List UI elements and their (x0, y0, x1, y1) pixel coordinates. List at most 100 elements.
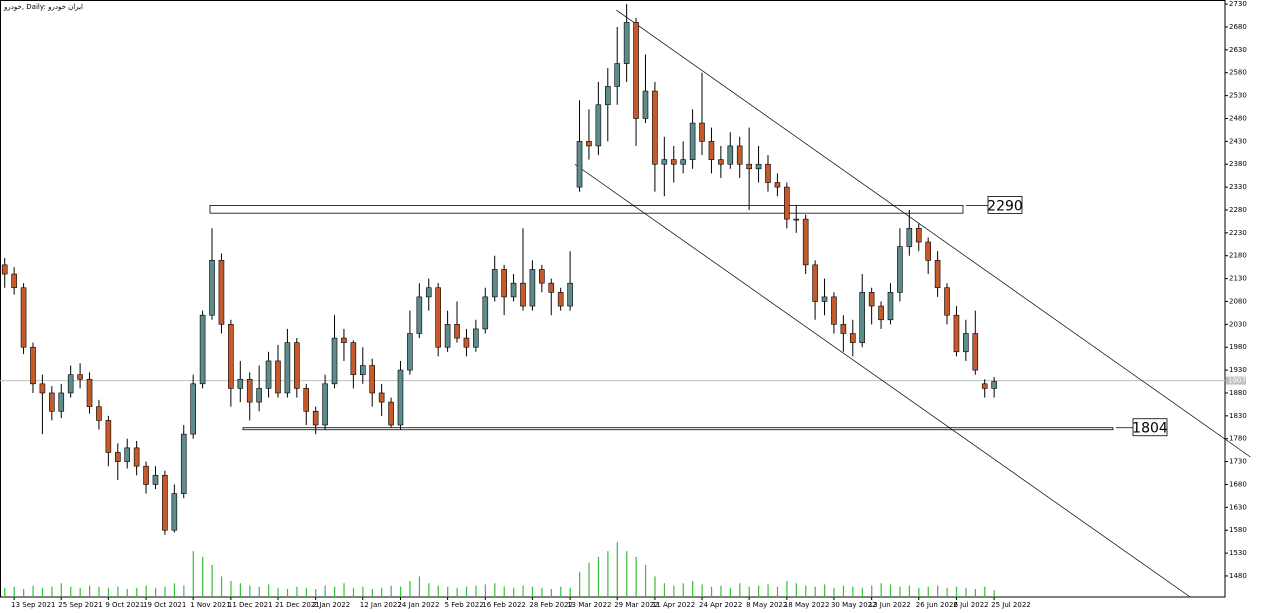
candle-body (425, 287, 432, 298)
last-price-label: 1907 (1228, 377, 1246, 385)
level-box (209, 205, 964, 214)
candle-body (802, 218, 809, 266)
volume-bar (663, 583, 666, 597)
y-tick-label: 2530 (1229, 92, 1247, 100)
volume-bar (475, 585, 477, 597)
candle-body (11, 273, 17, 289)
volume-bar (343, 583, 345, 597)
candle-body (868, 292, 875, 307)
volume-bar (682, 583, 684, 597)
candle-body (623, 22, 630, 64)
last-price-box (1226, 376, 1246, 385)
volume-bar (98, 586, 100, 597)
volume-bar (89, 585, 91, 597)
candle-body (906, 227, 913, 247)
x-tick-label: 24 Apr 2022 (699, 601, 742, 609)
candle-body (972, 333, 979, 371)
volume-bar (635, 556, 637, 597)
level-label: 1804 (1132, 421, 1168, 437)
volume-bar (183, 585, 185, 597)
volume-bar (305, 587, 307, 597)
volume-bar (955, 586, 958, 597)
volume-bar (946, 587, 948, 597)
x-tick-label: 6 Jul 2022 (953, 601, 988, 609)
candle-body (199, 314, 206, 385)
volume-bar (249, 585, 251, 597)
x-tick-label: 26 Jun 2022 (916, 601, 958, 609)
volume-bar (937, 585, 939, 597)
chart-title: خودرو, Daily: ایران خودرو (3, 3, 83, 11)
candle-body (388, 401, 394, 426)
volume-bar (23, 588, 25, 597)
candle-body (397, 369, 404, 426)
volume-bar (409, 580, 411, 597)
candle-body (49, 392, 55, 412)
candle-body (463, 337, 470, 348)
x-tick-label: 19 Oct 2021 (143, 601, 186, 609)
candle-body (237, 378, 244, 389)
candle-body (708, 141, 715, 160)
volume-bar (908, 585, 911, 597)
y-tick-label: 2380 (1229, 160, 1247, 168)
y-tick-label: 2680 (1229, 23, 1247, 31)
candle-body (275, 360, 281, 394)
volume-bar (503, 586, 505, 597)
candle-body (944, 287, 950, 316)
volume-bar (41, 587, 44, 597)
y-tick-label: 1530 (1229, 549, 1247, 557)
volume-bar (211, 564, 213, 597)
candle-body (887, 292, 894, 321)
volume-bar (390, 585, 392, 597)
y-tick-label: 2080 (1229, 297, 1247, 305)
candle-body (454, 324, 460, 339)
volume-bar (352, 587, 355, 597)
volume-bar (4, 587, 6, 597)
volume-bar (296, 586, 298, 597)
candle-body (133, 447, 140, 467)
candle-body (143, 465, 149, 485)
candle-body (718, 159, 724, 165)
candle-body (934, 260, 941, 289)
volume-bar (428, 583, 430, 597)
y-tick-label: 2580 (1229, 69, 1247, 77)
x-tick-label: 12 Jan 2022 (360, 601, 402, 609)
level-label-box (987, 196, 1023, 214)
volume-bar (644, 564, 647, 597)
volume-bar (315, 588, 317, 597)
volume-bar (513, 587, 515, 597)
candle-body (661, 159, 668, 165)
volume-bar (824, 584, 826, 597)
candle-body (190, 383, 196, 435)
volume-bar (880, 583, 882, 597)
candle-body (162, 475, 168, 531)
y-tick-label: 2130 (1229, 275, 1247, 283)
candle-body (228, 324, 234, 389)
volume-bar (324, 585, 326, 597)
candle-body (953, 314, 960, 353)
volume-bar (833, 587, 835, 597)
x-tick-label: 25 Sep 2021 (58, 601, 102, 609)
y-tick-label: 2430 (1229, 137, 1247, 145)
volume-bar (710, 586, 713, 597)
candle-body (284, 342, 291, 394)
candle-body (67, 374, 74, 394)
y-tick-label: 1830 (1229, 412, 1247, 420)
y-tick-label: 2480 (1229, 114, 1247, 122)
y-tick-label: 2230 (1229, 229, 1247, 237)
x-tick-label: 13 Sep 2021 (11, 601, 55, 609)
volume-bar (164, 586, 166, 597)
volume-bar (692, 580, 694, 597)
y-tick-label: 2330 (1229, 183, 1247, 191)
volume-bar (541, 587, 543, 597)
volume-bar (654, 576, 656, 597)
volume-bar (277, 587, 279, 597)
candle-body (642, 90, 649, 119)
volume-bar (230, 580, 232, 597)
candle-body (359, 365, 366, 375)
candle-body (350, 342, 357, 375)
volume-bar (456, 587, 458, 597)
candle-body (501, 269, 507, 298)
y-tick-label: 1480 (1229, 572, 1247, 580)
volume-bar (626, 551, 628, 597)
